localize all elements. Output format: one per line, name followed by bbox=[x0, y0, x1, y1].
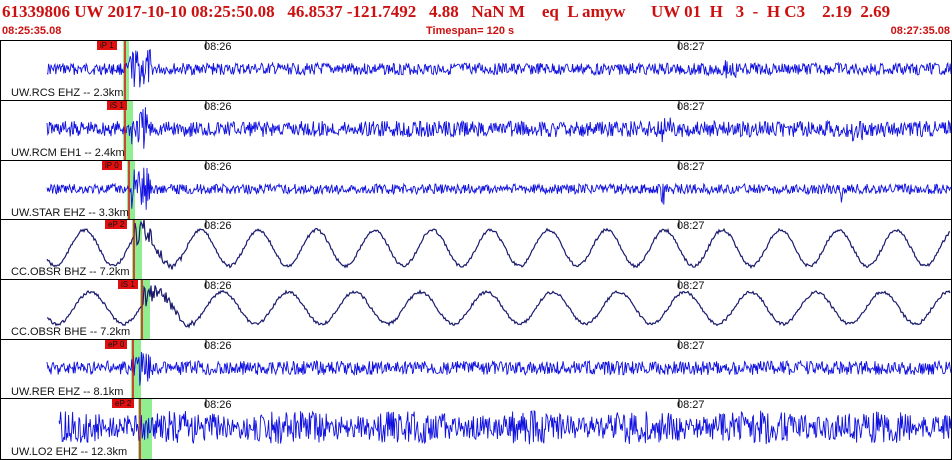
channel-panel: iS 1 08:26 08:27 UW.RCM EH1 -- 2.4km bbox=[0, 100, 952, 161]
waveform-trace bbox=[46, 220, 951, 270]
waveform-plot bbox=[58, 399, 951, 460]
pick-marker[interactable]: iS 1 bbox=[118, 280, 138, 289]
time-tick-label: 08:27 bbox=[677, 280, 705, 292]
pick-marker[interactable]: iS 1 bbox=[107, 101, 127, 110]
waveform-trace bbox=[46, 285, 951, 329]
waveform-trace bbox=[46, 48, 951, 88]
waveform-plot bbox=[46, 101, 951, 161]
channel-panel: iP 0 08:26 08:27 UW.STAR EHZ -- 3.3km bbox=[0, 160, 952, 221]
waveform-trace bbox=[46, 107, 951, 149]
timespan-label: Timespan= 120 s bbox=[426, 25, 515, 37]
time-tick-label: 08:27 bbox=[677, 220, 705, 232]
waveform-plot bbox=[46, 340, 951, 400]
pick-window bbox=[132, 220, 142, 280]
channel-panel: eP 0 08:26 08:27 UW.RER EHZ -- 8.1km bbox=[0, 339, 952, 400]
waveform-plot bbox=[46, 280, 951, 340]
pick-marker[interactable]: eP 0 bbox=[105, 340, 128, 349]
pick-marker[interactable]: iP 0 bbox=[102, 161, 122, 170]
waveform-plot bbox=[46, 161, 951, 221]
waveform-plot bbox=[46, 41, 951, 101]
pick-marker[interactable]: eP 2 bbox=[112, 399, 135, 408]
record-header: 61339806 UW 2017-10-10 08:25:50.08 46.85… bbox=[0, 0, 952, 40]
time-tick-label: 08:26 bbox=[204, 101, 232, 113]
pick-window bbox=[123, 41, 129, 101]
pick-window bbox=[140, 280, 150, 340]
time-tick-label: 08:26 bbox=[204, 161, 232, 173]
start-time: 08:25:35.08 bbox=[2, 25, 62, 37]
waveform-trace bbox=[58, 409, 951, 445]
time-tick-label: 08:27 bbox=[677, 340, 705, 352]
channel-label: UW.STAR EHZ -- 3.3km bbox=[11, 207, 129, 219]
channel-panel: iS 1 08:26 08:27 CC.OBSR BHE -- 7.2km bbox=[0, 279, 952, 340]
pick-marker[interactable]: iP 1 bbox=[97, 41, 117, 50]
waveform-trace bbox=[46, 351, 951, 386]
time-tick-label: 08:26 bbox=[204, 340, 232, 352]
time-tick-label: 08:27 bbox=[677, 101, 705, 113]
waveform-trace bbox=[46, 167, 951, 210]
channel-panel: iP 1 08:26 08:27 UW.RCS EHZ -- 2.3km bbox=[0, 40, 952, 101]
time-tick-label: 08:26 bbox=[204, 280, 232, 292]
channel-label: UW.RCS EHZ -- 2.3km bbox=[11, 87, 124, 99]
channel-panel: eP 2 08:26 08:27 UW.LO2 EHZ -- 12.3km bbox=[0, 398, 952, 460]
waveform-plot bbox=[46, 220, 951, 280]
channel-label: UW.RER EHZ -- 8.1km bbox=[11, 386, 124, 398]
channel-label: CC.OBSR BHE -- 7.2km bbox=[11, 326, 131, 338]
time-tick-label: 08:26 bbox=[204, 41, 232, 53]
channel-label: UW.LO2 EHZ -- 12.3km bbox=[11, 446, 128, 458]
time-tick-label: 08:27 bbox=[677, 161, 705, 173]
event-title: 61339806 UW 2017-10-10 08:25:50.08 46.85… bbox=[2, 2, 891, 21]
time-tick-label: 08:27 bbox=[677, 399, 705, 411]
channel-label: CC.OBSR BHZ -- 7.2km bbox=[11, 266, 130, 278]
time-tick-label: 08:26 bbox=[204, 399, 232, 411]
time-tick-label: 08:27 bbox=[677, 41, 705, 53]
pick-marker[interactable]: eP 2 bbox=[105, 220, 128, 229]
time-tick-label: 08:26 bbox=[204, 220, 232, 232]
pick-window bbox=[123, 101, 133, 161]
channel-panel: eP 2 08:26 08:27 CC.OBSR BHZ -- 7.2km bbox=[0, 219, 952, 280]
pick-window bbox=[131, 340, 141, 400]
channel-label: UW.RCM EH1 -- 2.4km bbox=[11, 147, 125, 159]
end-time: 08:27:35.08 bbox=[890, 25, 950, 37]
